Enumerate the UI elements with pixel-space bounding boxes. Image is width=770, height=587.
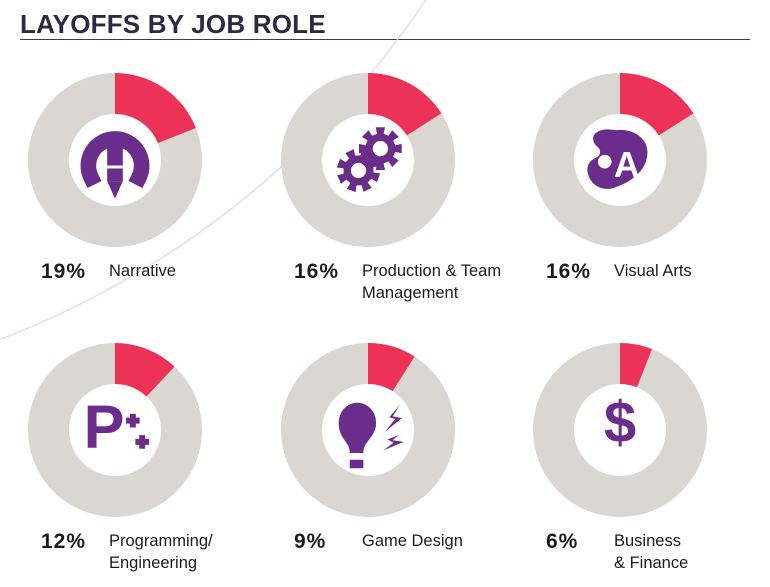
svg-text:A: A (614, 145, 640, 185)
svg-text:$: $ (604, 390, 636, 455)
svg-text:P: P (84, 393, 125, 461)
